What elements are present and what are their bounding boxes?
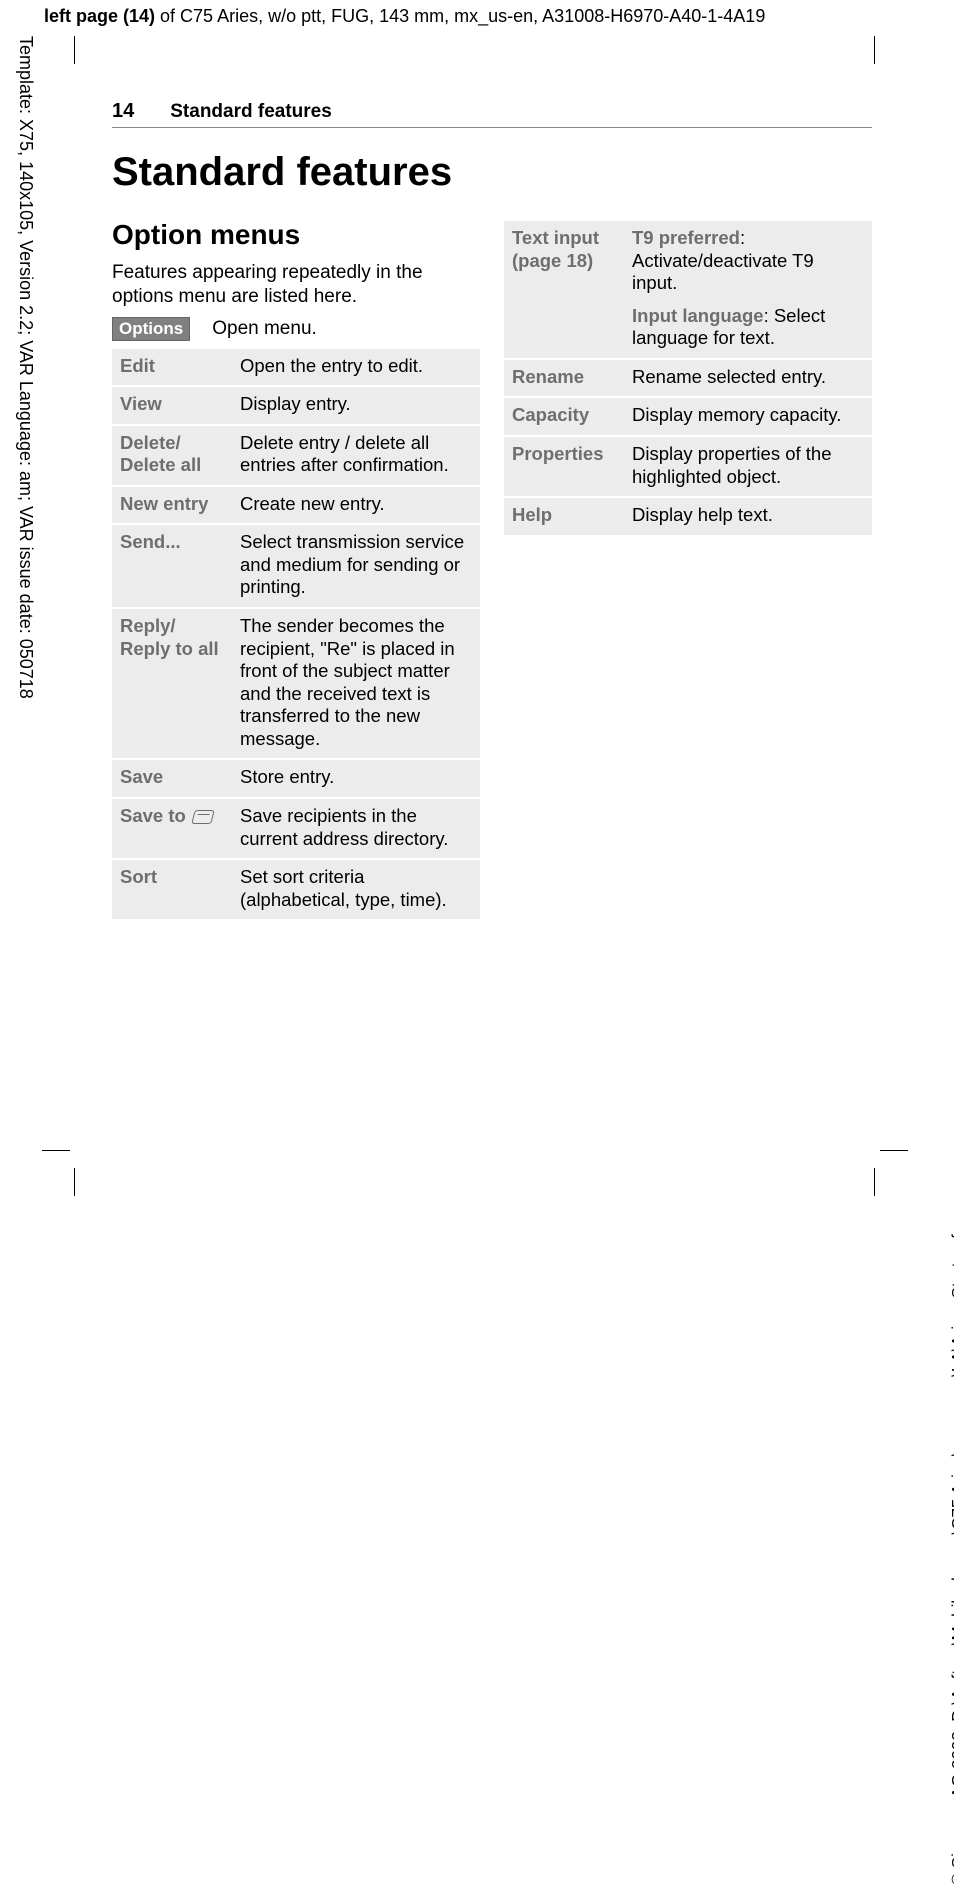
table-row: HelpDisplay help text.: [504, 497, 872, 535]
left-meta-text: Template: X75, 140x105, Version 2.2; VAR…: [15, 36, 36, 699]
row-key: Edit: [112, 348, 232, 387]
top-meta: left page (14) of C75 Aries, w/o ptt, FU…: [44, 6, 765, 27]
page-content: 14 Standard features Standard features O…: [112, 100, 872, 919]
row-key: Save to: [112, 798, 232, 859]
row-value: Display help text.: [624, 497, 872, 535]
row-value: Create new entry.: [232, 486, 480, 525]
row-key: New entry: [112, 486, 232, 525]
row-key: Send...: [112, 524, 232, 608]
row-value: Display memory capacity.: [624, 397, 872, 436]
table-row: Text input (page 18)T9 preferred: Activa…: [504, 220, 872, 359]
table-row: Save to Save recipients in the current a…: [112, 798, 480, 859]
page-number: 14: [112, 100, 134, 123]
running-head: 14 Standard features: [112, 100, 872, 128]
options-table-left: EditOpen the entry to edit.ViewDisplay e…: [112, 347, 480, 920]
row-key: Properties: [504, 436, 624, 497]
row-value: Set sort criteria (alphabetical, type, t…: [232, 859, 480, 919]
row-value: Open the entry to edit.: [232, 348, 480, 387]
row-value: Select transmission service and medium f…: [232, 524, 480, 608]
table-row: CapacityDisplay memory capacity.: [504, 397, 872, 436]
row-key: Sort: [112, 859, 232, 919]
row-value: T9 preferred: Activate/deactivate T9 inp…: [624, 220, 872, 359]
table-row: New entryCreate new entry.: [112, 486, 480, 525]
table-row: RenameRename selected entry.: [504, 359, 872, 398]
options-chip: Options: [112, 317, 190, 341]
crop-mark: [874, 36, 888, 64]
top-meta-rest: of C75 Aries, w/o ptt, FUG, 143 mm, mx_u…: [160, 6, 765, 26]
row-key: Reply/ Reply to all: [112, 608, 232, 759]
table-row: ViewDisplay entry.: [112, 386, 480, 425]
right-column: Text input (page 18)T9 preferred: Activa…: [504, 219, 872, 919]
table-row: SaveStore entry.: [112, 759, 480, 798]
row-value: Rename selected entry.: [624, 359, 872, 398]
table-row: Reply/ Reply to allThe sender becomes th…: [112, 608, 480, 759]
options-chip-desc: Open menu.: [212, 318, 317, 340]
left-column: Option menus Features appearing repeated…: [112, 219, 480, 919]
options-line: Options Open menu.: [112, 317, 480, 341]
crop-mark: [74, 36, 88, 64]
row-key: View: [112, 386, 232, 425]
row-key: Save: [112, 759, 232, 798]
right-meta-text: © Siemens AG 2003, D:\Auftrag\Mobilephon…: [948, 1220, 954, 1885]
crop-mark: [42, 1150, 70, 1151]
table-row: Send...Select transmission service and m…: [112, 524, 480, 608]
section-subtitle: Option menus: [112, 219, 480, 251]
row-key: Help: [504, 497, 624, 535]
row-value: The sender becomes the recipient, "Re" i…: [232, 608, 480, 759]
page-title: Standard features: [112, 150, 872, 195]
table-row: PropertiesDisplay properties of the high…: [504, 436, 872, 497]
row-value: Store entry.: [232, 759, 480, 798]
intro-text: Features appearing repeatedly in the opt…: [112, 261, 480, 309]
row-key: Delete/ Delete all: [112, 425, 232, 486]
table-row: SortSet sort criteria (alphabetical, typ…: [112, 859, 480, 919]
row-key: Text input (page 18): [504, 220, 624, 359]
row-value: Display entry.: [232, 386, 480, 425]
crop-mark: [880, 1150, 908, 1151]
section-name: Standard features: [170, 101, 332, 123]
row-value: Delete entry / delete all entries after …: [232, 425, 480, 486]
address-book-icon: [191, 810, 214, 824]
left-meta: Template: X75, 140x105, Version 2.2; VAR…: [12, 36, 36, 816]
row-value: Display properties of the highlighted ob…: [624, 436, 872, 497]
table-row: Delete/ Delete allDelete entry / delete …: [112, 425, 480, 486]
options-table-right: Text input (page 18)T9 preferred: Activa…: [504, 219, 872, 535]
row-value: Save recipients in the current address d…: [232, 798, 480, 859]
crop-mark: [874, 1168, 875, 1196]
top-meta-bold: left page (14): [44, 6, 160, 26]
row-key: Capacity: [504, 397, 624, 436]
table-row: EditOpen the entry to edit.: [112, 348, 480, 387]
crop-mark: [74, 1168, 75, 1196]
row-key: Rename: [504, 359, 624, 398]
